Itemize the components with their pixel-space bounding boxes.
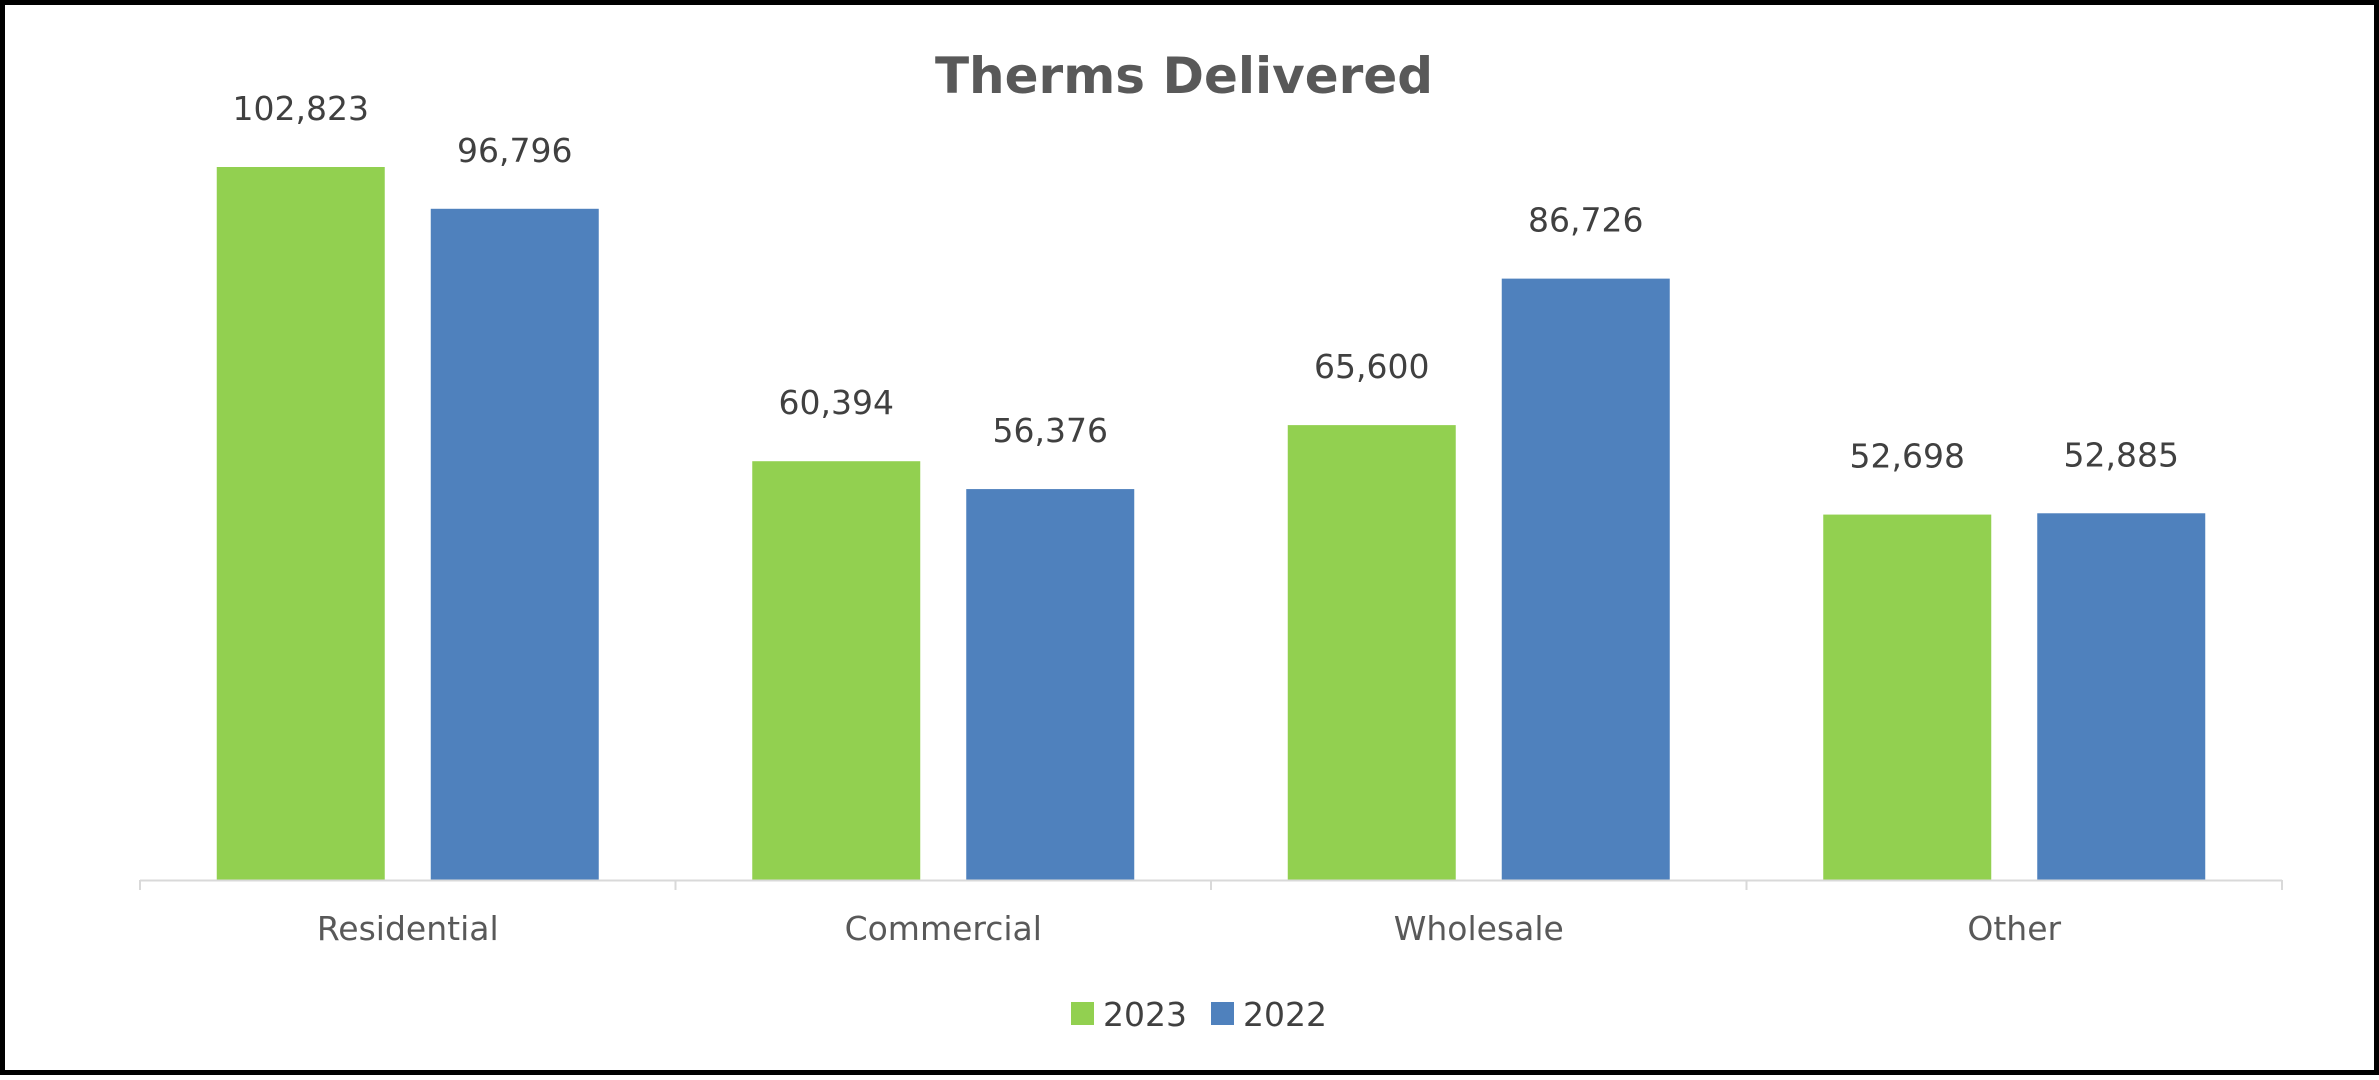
data-label-commercial-2022: 56,376 — [993, 411, 1108, 450]
data-label-residential-2023: 102,823 — [233, 89, 369, 128]
bar-wholesale-2023 — [1287, 425, 1456, 880]
bars-group — [216, 167, 2206, 880]
bar-commercial-2022 — [966, 489, 1135, 880]
legend-swatch-2023 — [1071, 1002, 1094, 1025]
x-axis: Residential Commercial Wholesale Other — [139, 879, 2283, 948]
legend: 2023 2022 — [1071, 995, 1327, 1034]
bar-residential-2022 — [430, 208, 599, 880]
bar-wholesale-2022 — [1501, 278, 1670, 880]
data-label-residential-2022: 96,796 — [457, 131, 572, 170]
legend-label-2023: 2023 — [1103, 995, 1187, 1034]
data-label-other-2022: 52,885 — [2064, 435, 2179, 474]
bar-commercial-2023 — [752, 461, 921, 880]
data-label-commercial-2023: 60,394 — [779, 383, 894, 422]
chart-title: Therms Delivered — [935, 47, 1433, 105]
legend-swatch-2022 — [1211, 1002, 1234, 1025]
data-labels-group: 102,823 96,796 60,394 56,376 65,600 86,726 52,… — [233, 89, 2179, 476]
data-label-wholesale-2023: 65,600 — [1314, 347, 1429, 386]
bar-residential-2023 — [216, 167, 385, 880]
data-label-wholesale-2022: 86,726 — [1528, 201, 1643, 240]
legend-label-2022: 2022 — [1243, 995, 1327, 1034]
data-label-other-2023: 52,698 — [1850, 437, 1965, 476]
category-label-residential: Residential — [317, 909, 499, 948]
category-label-commercial: Commercial — [845, 909, 1042, 948]
category-label-other: Other — [1967, 909, 2061, 948]
category-label-wholesale: Wholesale — [1394, 909, 1564, 948]
bar-chart: Therms Delivered 102,823 96,796 60,394 56,3… — [139, 47, 2283, 1034]
bar-other-2022 — [2037, 513, 2206, 880]
bar-other-2023 — [1823, 514, 1992, 880]
